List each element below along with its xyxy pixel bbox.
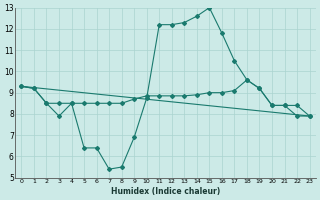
X-axis label: Humidex (Indice chaleur): Humidex (Indice chaleur) <box>111 187 220 196</box>
